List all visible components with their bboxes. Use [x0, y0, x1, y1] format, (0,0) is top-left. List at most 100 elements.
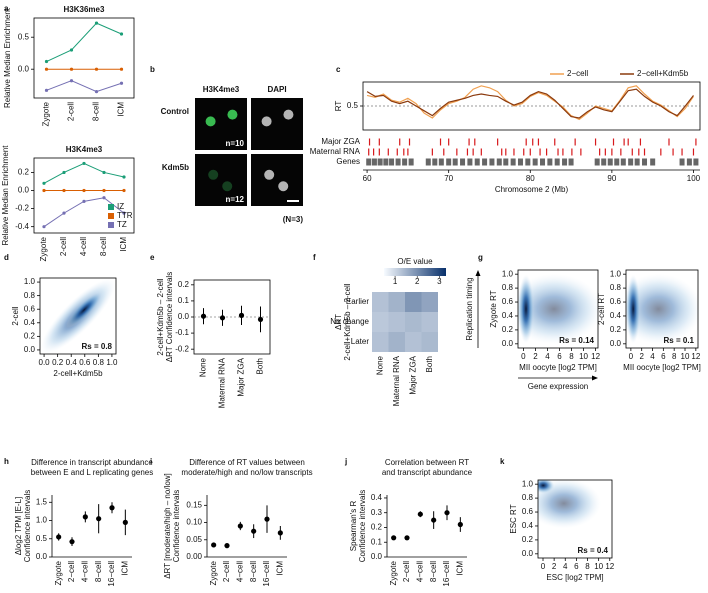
y-tick-label: 0.2: [24, 331, 36, 340]
x-tick-label: ICM: [120, 561, 129, 576]
panel-letter: b: [150, 65, 155, 74]
y-axis-label: ΔRT Confidence intervals: [165, 272, 174, 362]
y-tick-label: -0.4: [15, 222, 29, 231]
track-mark: [448, 138, 450, 146]
track-mark: [439, 138, 442, 146]
y-tick-label: 0.0: [522, 549, 534, 558]
track-mark: [452, 158, 458, 166]
y-tick-label: 1.0: [24, 277, 36, 286]
x-tick-label: 2-cell: [67, 102, 76, 121]
x-tick-label: 2: [533, 352, 538, 361]
arrow-label: Gene expression: [528, 382, 588, 391]
point: [219, 315, 226, 321]
y-axis-label: Relative Median Enrichment: [1, 145, 10, 246]
x-tick-label: 4: [563, 562, 568, 571]
heatmap-cell: [405, 332, 422, 352]
heatmap-cell: [388, 332, 405, 352]
y-axis-label: Relative Median Enrichment: [3, 7, 12, 108]
y-tick-label: 0.0: [610, 339, 622, 348]
y-axis-label: ΔRT: [334, 314, 343, 330]
density-blob: [518, 273, 598, 345]
track-mark: [594, 158, 600, 166]
y-tick-label: 0.4: [502, 311, 514, 320]
y-tick-label: 0.5: [36, 534, 48, 543]
track-mark: [539, 148, 541, 156]
y-axis-label: Spearman's R: [349, 501, 358, 552]
y-tick-label: 0.0: [371, 552, 383, 561]
micrograph: [251, 98, 303, 150]
track-mark: [525, 158, 531, 166]
heatmap-cell: [388, 292, 405, 312]
x-tick-label: ICM: [117, 102, 126, 117]
point: [94, 67, 99, 71]
colorbar-tick-label: 3: [437, 277, 442, 286]
track-mark: [643, 148, 646, 156]
y-tick-label: 0.5: [347, 101, 359, 110]
y-axis-label: Zygote RT: [489, 290, 498, 327]
track-mark: [503, 158, 509, 166]
y-tick-label: 0.0: [178, 312, 190, 321]
track-mark: [378, 138, 380, 146]
micrograph: [195, 98, 247, 150]
y-tick-label: 0.10: [186, 518, 202, 527]
x-tick-label: 16−cell: [262, 561, 271, 587]
x-tick-label: 4: [545, 352, 550, 361]
panel-letter: h: [4, 457, 9, 466]
x-tick-label: 12: [591, 352, 600, 361]
heatmap-cell: [421, 312, 438, 332]
note: (N=3): [283, 215, 304, 224]
x-tick-label: ICM: [455, 561, 464, 576]
y-tick-label: 0.3: [371, 508, 383, 517]
colorbar: [384, 268, 446, 276]
y-tick-label: 0.8: [610, 283, 622, 292]
point: [122, 211, 126, 215]
track-mark: [399, 138, 401, 146]
x-tick-label: 0.0: [39, 358, 51, 367]
panel-title: Correlation between RT: [385, 458, 469, 467]
y-tick-label: 0.2: [178, 280, 190, 289]
legend-swatch: [108, 204, 114, 210]
track-mark: [607, 158, 613, 166]
point: [42, 188, 46, 193]
y-tick-label: 0.1: [178, 296, 190, 305]
y-tick-label: 1.0: [36, 516, 48, 525]
plot-frame: [33, 157, 135, 234]
x-tick-label: Major ZGA: [237, 357, 246, 396]
point: [82, 199, 86, 203]
track-mark: [368, 148, 370, 156]
density: [40, 278, 116, 354]
column-label: H3K4me3: [203, 85, 240, 94]
track-mark: [446, 158, 452, 166]
y-tick-label: 0.8: [522, 493, 534, 502]
series-line: [366, 85, 694, 121]
track-mark: [425, 158, 431, 166]
track-mark: [474, 138, 476, 146]
track-mark: [468, 138, 470, 146]
track-mark: [383, 158, 389, 166]
point: [200, 313, 207, 319]
y-tick-label: 0.15: [186, 500, 202, 509]
plot-frame: [537, 479, 613, 559]
x-tick-label: 4−cell: [80, 561, 89, 582]
point: [119, 67, 124, 71]
legend-label: TTR: [117, 211, 133, 220]
y-tick-label: 0.5: [18, 32, 30, 41]
x-axis-label: ESC [log2 TPM]: [546, 573, 603, 582]
point: [44, 67, 49, 71]
point: [102, 188, 106, 193]
x-tick-label: 100: [687, 174, 701, 183]
x-tick-label: 8: [569, 352, 574, 361]
track-mark: [668, 138, 670, 146]
y-tick-label: 0.1: [371, 537, 383, 546]
row-label: Control: [161, 107, 189, 116]
point: [62, 188, 66, 193]
heatmap-cell: [372, 332, 389, 352]
track-mark: [408, 158, 414, 166]
y-tick-label: 0.05: [186, 535, 202, 544]
plot-frame: [517, 269, 599, 349]
legend-label: 2−cell+Kdm5b: [637, 69, 689, 78]
track-mark: [642, 158, 648, 166]
track-mark: [540, 158, 546, 166]
track-mark: [594, 138, 597, 146]
track-mark: [497, 138, 499, 146]
